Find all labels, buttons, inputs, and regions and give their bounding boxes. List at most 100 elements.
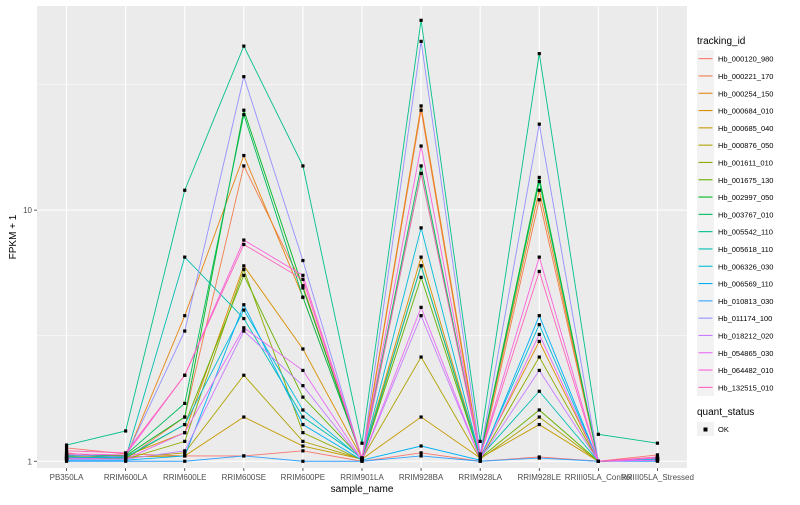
legend-label: Hb_018212_020 xyxy=(718,331,773,340)
legend-label: Hb_006569_110 xyxy=(718,280,773,289)
y-tick-label: 1 xyxy=(28,457,33,466)
data-point xyxy=(242,242,246,247)
data-point xyxy=(183,449,187,453)
data-point xyxy=(419,39,423,43)
data-point xyxy=(655,458,660,462)
data-point xyxy=(301,295,305,299)
data-point xyxy=(183,188,187,192)
data-point xyxy=(242,303,246,307)
data-point xyxy=(301,286,305,290)
data-point xyxy=(183,431,187,435)
data-point xyxy=(478,439,482,443)
data-point xyxy=(537,456,541,460)
legend-label: Hb_000876_050 xyxy=(718,141,773,150)
data-point xyxy=(242,238,246,242)
data-point xyxy=(242,308,246,312)
legend-label: Hb_000120_980 xyxy=(718,55,773,64)
data-point xyxy=(360,457,364,461)
shape-legend-label: OK xyxy=(718,425,729,434)
data-point xyxy=(183,459,187,463)
legend-label: Hb_054865_030 xyxy=(718,349,773,358)
data-point xyxy=(537,408,541,412)
data-point xyxy=(537,175,541,180)
data-point xyxy=(537,422,541,427)
data-point xyxy=(301,415,305,419)
legend-label: Hb_001675_130 xyxy=(718,176,773,185)
legend-items: Hb_000120_980 Hb_000221_170 Hb_000254_150 H… xyxy=(697,50,773,396)
data-point xyxy=(419,171,423,176)
data-point xyxy=(537,323,541,327)
shape-legend-title: quant_status xyxy=(697,407,754,418)
x-tick-label: RRIM928LE xyxy=(517,473,561,482)
data-point xyxy=(301,347,305,351)
data-point xyxy=(242,44,246,48)
data-point xyxy=(596,432,600,436)
data-point xyxy=(360,441,364,445)
data-point xyxy=(183,454,187,458)
data-point xyxy=(419,355,423,359)
legend-title: tracking_id xyxy=(697,36,745,47)
data-point xyxy=(419,275,423,279)
data-point xyxy=(301,258,305,263)
x-tick-label: RRIM600SE xyxy=(222,473,266,482)
data-point xyxy=(242,273,246,277)
data-point xyxy=(242,329,246,333)
data-point xyxy=(124,451,128,455)
legend: tracking_id Hb_000120_980 Hb_000221_170 Hb… xyxy=(697,36,773,436)
data-point xyxy=(537,188,541,192)
data-point xyxy=(183,451,187,455)
y-tick-label: 10 xyxy=(23,206,32,215)
data-point xyxy=(242,264,246,268)
data-point xyxy=(242,164,246,168)
data-point xyxy=(301,164,305,168)
data-point xyxy=(301,408,305,412)
legend-label: Hb_010813_030 xyxy=(718,297,773,306)
data-point xyxy=(64,459,69,463)
data-point xyxy=(419,144,423,148)
data-point xyxy=(537,332,541,336)
data-point xyxy=(301,395,305,399)
data-point xyxy=(301,422,305,427)
legend-label: Hb_011174_100 xyxy=(718,314,772,323)
x-tick-label: RRIM901LA xyxy=(340,473,384,482)
legend-label: Hb_000221_170 xyxy=(718,72,773,81)
data-point xyxy=(537,415,541,419)
data-point xyxy=(301,444,305,448)
data-point xyxy=(301,384,305,388)
data-point xyxy=(301,449,305,453)
data-point xyxy=(183,422,187,427)
data-point xyxy=(419,108,423,112)
data-point xyxy=(183,255,187,259)
axes: 1 10 PB350LA RRIM600LA RRIM600LE RRIM600SE RRI… xyxy=(23,206,694,482)
data-point xyxy=(655,455,660,459)
legend-label: Hb_005542_110 xyxy=(718,228,773,237)
data-point xyxy=(183,314,187,318)
data-point xyxy=(124,429,128,433)
legend-label: Hb_000685_040 xyxy=(718,124,773,133)
data-point xyxy=(537,179,541,184)
x-tick-label: RRIM600LE xyxy=(163,473,207,482)
legend-label: Hb_003767_010 xyxy=(718,210,773,219)
data-point xyxy=(419,226,423,230)
data-point xyxy=(301,277,305,281)
data-point xyxy=(183,415,187,419)
data-point xyxy=(183,373,187,377)
legend-label: Hb_001611_010 xyxy=(718,158,773,167)
data-point xyxy=(655,441,660,445)
x-tick-label: RRIII05LA_Control xyxy=(565,473,632,482)
data-point xyxy=(537,52,541,56)
x-axis-title: sample_name xyxy=(331,484,394,495)
data-point xyxy=(537,389,541,393)
data-point xyxy=(124,457,128,461)
data-point xyxy=(124,459,128,463)
legend-label: Hb_132515_010 xyxy=(718,383,773,392)
data-point xyxy=(183,329,187,333)
data-point xyxy=(537,368,541,373)
data-point xyxy=(242,326,246,330)
data-point xyxy=(537,314,541,318)
data-point xyxy=(537,355,541,359)
x-tick-label: RRIM928BA xyxy=(399,473,444,482)
data-point xyxy=(301,284,305,288)
data-point xyxy=(64,443,69,447)
data-point xyxy=(242,75,246,79)
